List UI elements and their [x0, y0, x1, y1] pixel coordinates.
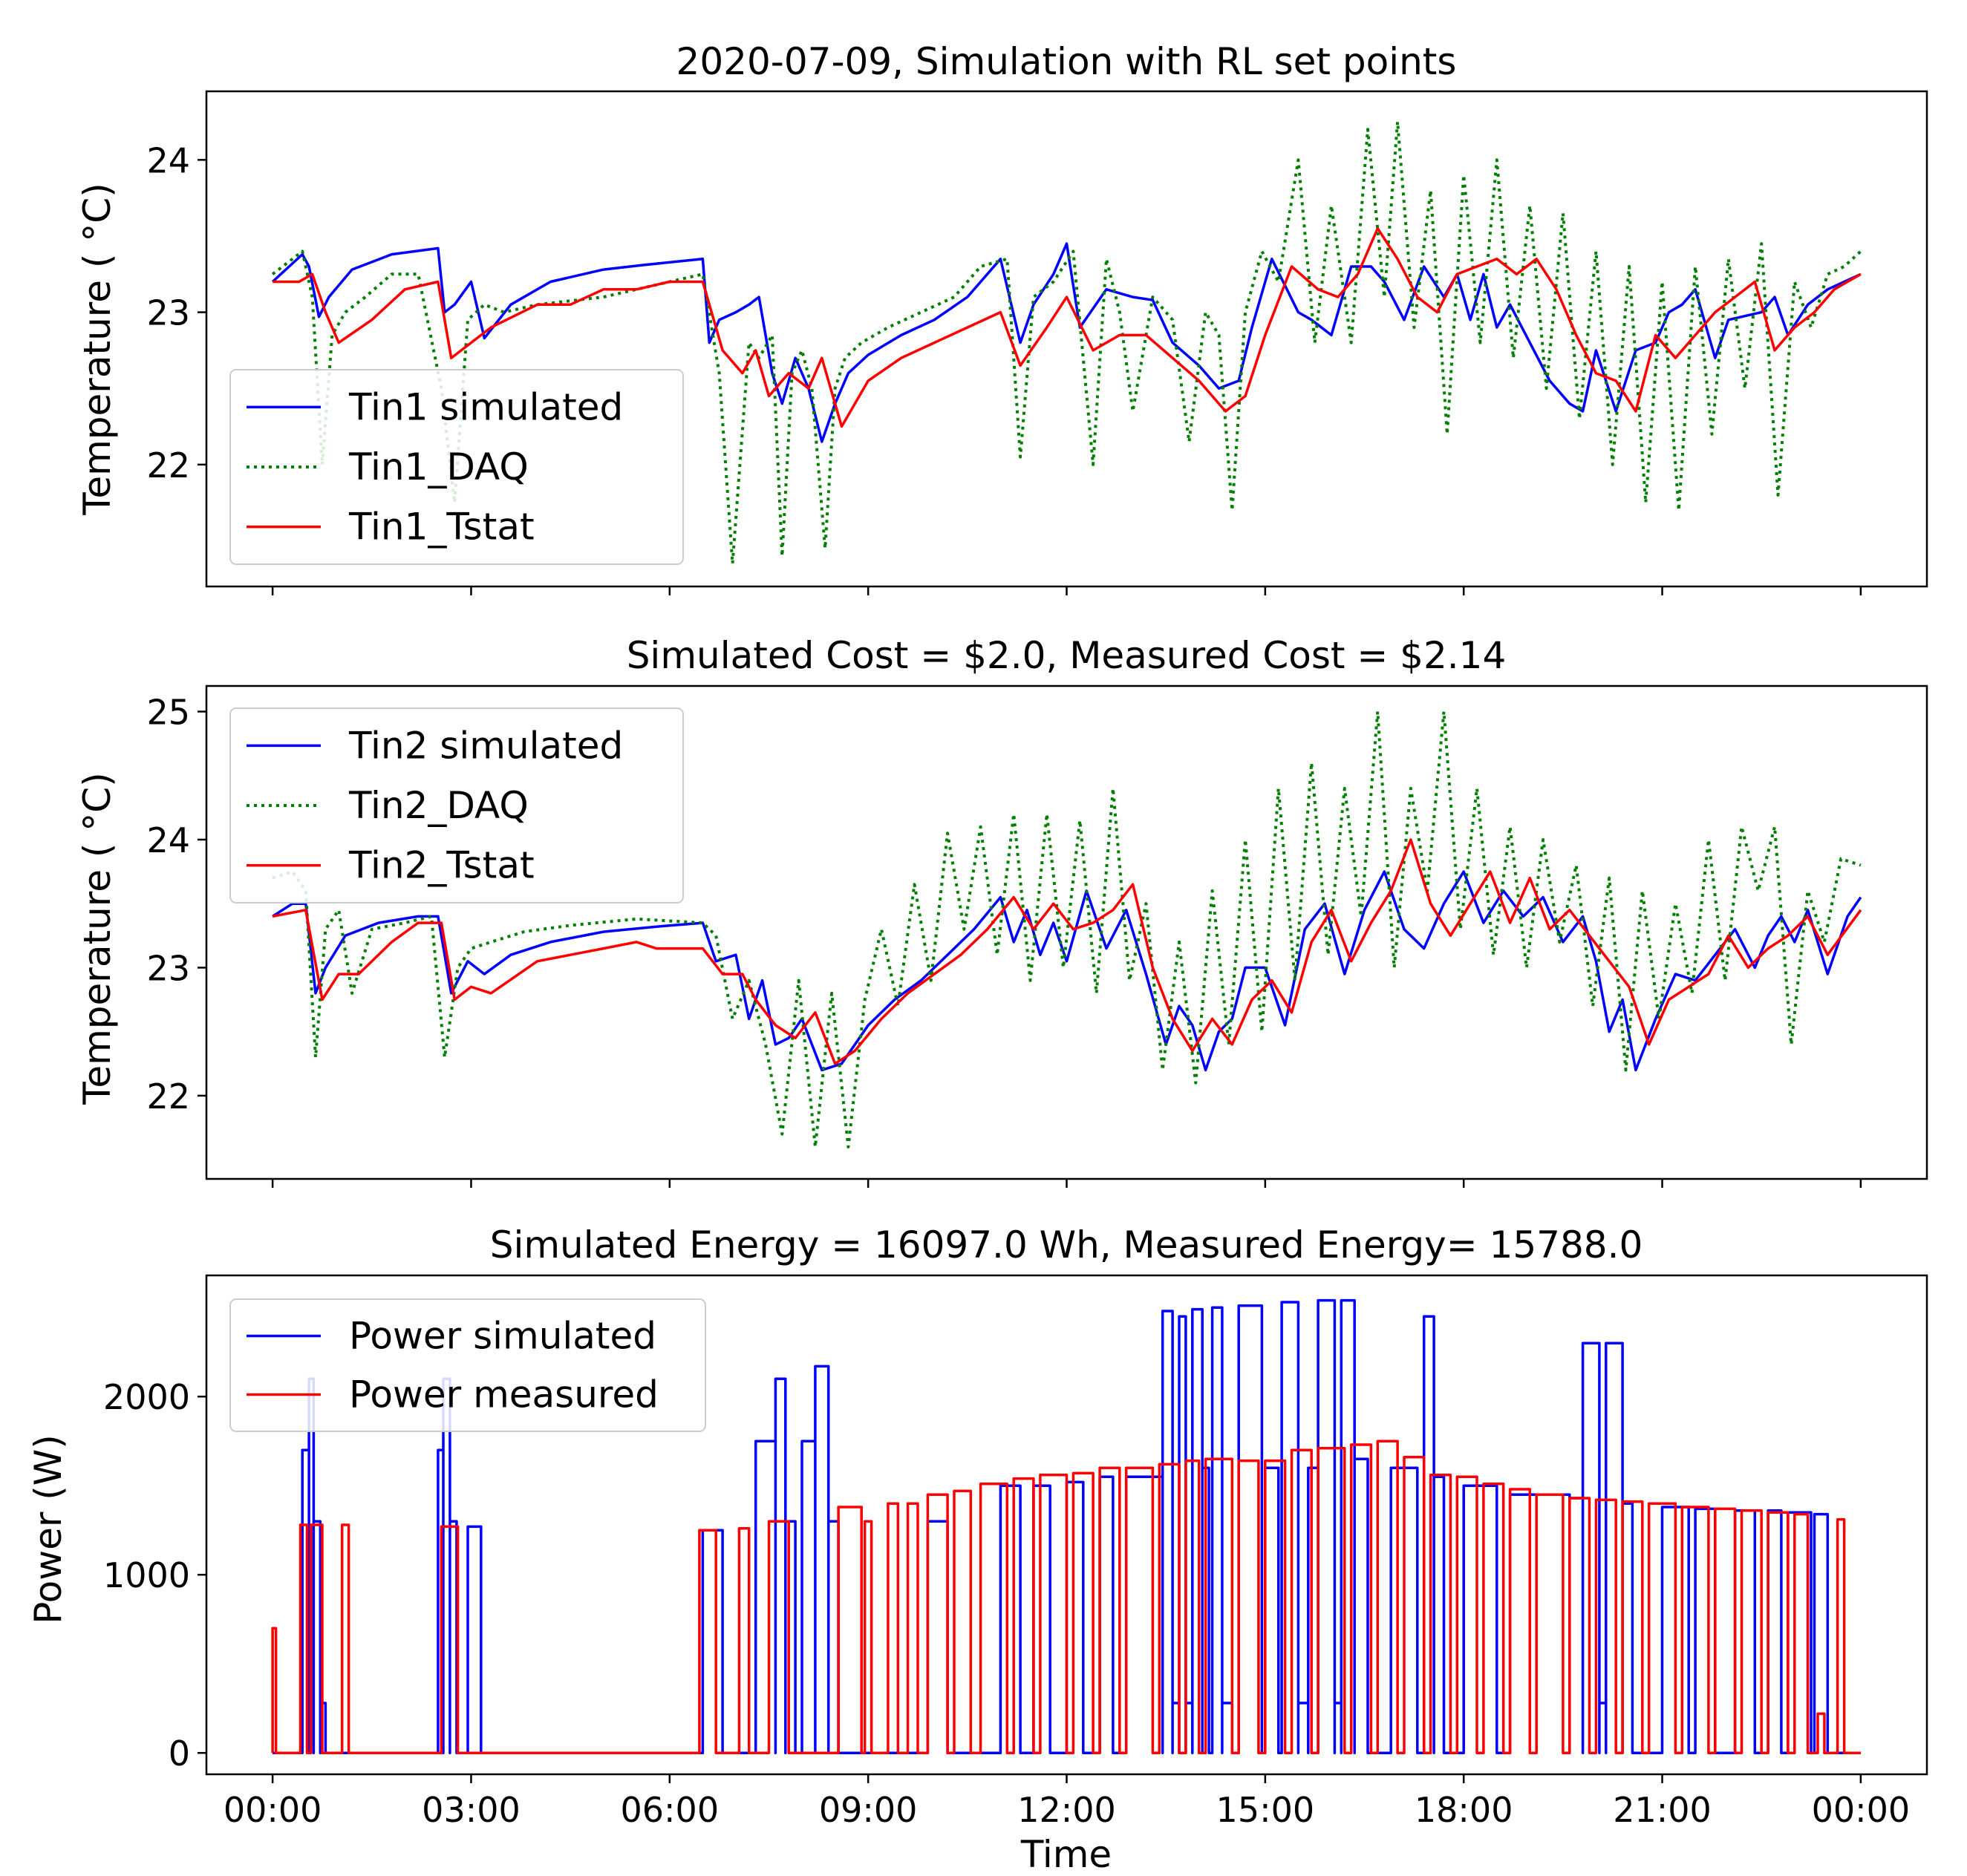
x-tick-label: 12:00: [1017, 1790, 1116, 1830]
panel-title: Simulated Energy = 16097.0 Wh, Measured …: [490, 1223, 1643, 1267]
y-tick-label: 24: [146, 820, 190, 860]
legend-box: [229, 1298, 706, 1432]
legend-label: Tin2_Tstat: [348, 844, 535, 887]
legend-label: Tin1_DAQ: [348, 445, 529, 488]
series-line-power-measured: [271, 1439, 1861, 1754]
plot-area: 0 1000 2000 00:00 03:00 06:00 09:00 12:00 15:00 1…: [103, 1274, 1928, 1830]
y-tick-label: 1000: [103, 1555, 190, 1595]
legend-label: Tin2 simulated: [348, 724, 623, 767]
panel-tin2: Simulated Cost = $2.0, Measured Cost = $…: [76, 634, 1928, 1188]
y-tick-label: 22: [146, 445, 190, 486]
series-line-tin2-daq: [272, 710, 1862, 1148]
x-tick-label: 21:00: [1613, 1790, 1712, 1830]
x-tick-label: 00:00: [1812, 1790, 1911, 1830]
legend: Tin1 simulated Tin1_DAQ Tin1_Tstat: [229, 369, 684, 565]
y-tick-label: 23: [146, 293, 190, 333]
plot-area: 22 23 24 25: [146, 684, 1928, 1188]
plot-area: 22 23 24: [146, 90, 1928, 595]
panel-title: 2020-07-09, Simulation with RL set point…: [676, 40, 1457, 83]
series-line-tin1-tstat: [273, 226, 1862, 428]
x-tick-label: 09:00: [819, 1790, 918, 1830]
y-tick-label: 2000: [103, 1377, 190, 1417]
y-tick-label: 25: [146, 692, 190, 732]
x-tick-label: 03:00: [422, 1790, 521, 1830]
legend-label: Tin2_DAQ: [348, 784, 529, 827]
x-tick-label: 00:00: [224, 1790, 322, 1830]
series-line-tin1-simulated: [271, 242, 1862, 443]
y-axis-label: Power (W): [27, 1434, 70, 1624]
x-axis-label: Time: [1020, 1833, 1112, 1876]
x-tick-label: 15:00: [1216, 1790, 1315, 1830]
panel-tin1: 2020-07-09, Simulation with RL set point…: [76, 40, 1928, 595]
x-tick-label: 06:00: [621, 1790, 720, 1830]
legend-box: [229, 707, 684, 903]
legend-box: [229, 369, 684, 565]
legend-label: Tin1 simulated: [348, 385, 623, 428]
y-axis-label: Temperature ( °C): [76, 183, 119, 515]
series-line-tin2-tstat: [272, 838, 1862, 1065]
series-line-tin1-daq: [271, 120, 1862, 566]
panel-title: Simulated Cost = $2.0, Measured Cost = $…: [627, 634, 1507, 677]
y-tick-label: 0: [169, 1733, 190, 1774]
y-tick-label: 22: [146, 1076, 190, 1117]
panel-power: Simulated Energy = 16097.0 Wh, Measured …: [27, 1223, 1928, 1876]
x-tick-label: 18:00: [1415, 1790, 1513, 1830]
y-tick-label: 24: [146, 140, 190, 180]
y-tick-label: 23: [146, 948, 190, 988]
legend-label: Power measured: [349, 1373, 659, 1416]
legend-label: Tin1_Tstat: [348, 506, 535, 549]
y-axis-label: Temperature ( °C): [76, 772, 119, 1105]
legend-label: Power simulated: [349, 1315, 656, 1358]
legend: Power simulated Power measured: [229, 1298, 706, 1432]
legend: Tin2 simulated Tin2_DAQ Tin2_Tstat: [229, 707, 684, 903]
